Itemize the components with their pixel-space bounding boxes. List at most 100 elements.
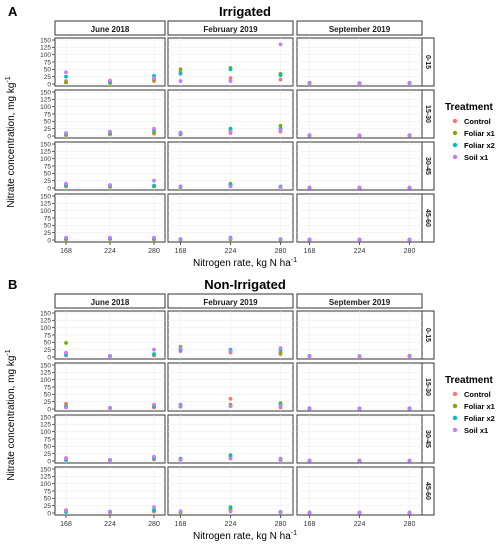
data-point xyxy=(152,347,156,352)
y-tick-label: 0 xyxy=(47,185,51,192)
facet-strip-label: September 2019 xyxy=(329,25,391,34)
data-point xyxy=(108,78,112,83)
legend-label: Foliar x1 xyxy=(464,129,495,138)
data-point xyxy=(228,404,233,408)
legend-label: Soil x1 xyxy=(464,426,488,435)
y-tick-label: 125 xyxy=(40,149,51,156)
data-point xyxy=(108,406,112,411)
legend-label: Control xyxy=(464,390,491,399)
data-point xyxy=(407,133,412,138)
data-point xyxy=(407,237,412,242)
data-point xyxy=(278,350,283,355)
depth-strip-label: 30-45 xyxy=(424,430,431,448)
y-tick-label: 100 xyxy=(40,429,51,436)
y-axis-label: Nitrate concentration, mg kg-1 xyxy=(5,349,17,480)
data-point xyxy=(307,406,312,411)
legend-swatch xyxy=(452,415,458,421)
y-tick-label: 100 xyxy=(40,208,51,215)
data-point xyxy=(64,80,68,85)
data-point xyxy=(64,181,68,186)
y-tick-label: 50 xyxy=(44,119,52,126)
legend-swatch xyxy=(452,130,458,136)
depth-strip-label: 30-45 xyxy=(424,157,431,175)
y-tick-label: 0 xyxy=(47,458,51,465)
x-tick-label: 168 xyxy=(304,248,316,255)
facet-strip-label: September 2019 xyxy=(329,298,391,307)
data-point xyxy=(407,81,412,86)
data-point xyxy=(228,236,233,241)
legend-swatch xyxy=(452,403,458,409)
data-point xyxy=(307,510,312,515)
facet-strip-label: June 2018 xyxy=(91,25,130,34)
x-tick-label: 280 xyxy=(404,248,416,255)
y-tick-label: 100 xyxy=(40,325,51,332)
data-point xyxy=(228,79,233,83)
y-tick-label: 75 xyxy=(44,384,52,391)
data-point xyxy=(228,76,233,81)
y-tick-label: 75 xyxy=(44,59,52,66)
data-point xyxy=(152,235,156,240)
y-tick-label: 150 xyxy=(40,141,51,148)
facet-strip xyxy=(296,293,423,309)
x-tick-label: 168 xyxy=(175,248,187,255)
data-point xyxy=(228,349,233,354)
data-point xyxy=(178,79,183,83)
legend-swatch xyxy=(452,427,458,433)
y-tick-label: 150 xyxy=(40,414,51,421)
y-tick-label: 125 xyxy=(40,45,51,52)
data-point xyxy=(64,508,68,513)
y-tick-label: 0 xyxy=(47,237,51,244)
x-tick-label: 168 xyxy=(60,248,72,255)
y-tick-label: 75 xyxy=(44,111,52,118)
y-tick-label: 75 xyxy=(44,215,52,222)
x-tick-label: 280 xyxy=(148,521,160,528)
y-tick-label: 150 xyxy=(40,37,51,44)
y-tick-label: 50 xyxy=(44,171,52,178)
data-point xyxy=(108,509,112,514)
legend-label: Control xyxy=(464,117,491,126)
data-point xyxy=(307,237,312,242)
data-point xyxy=(407,406,412,411)
data-point xyxy=(357,237,362,242)
y-tick-label: 150 xyxy=(40,362,51,369)
data-point xyxy=(357,81,362,86)
panel-title: Non-Irrigated xyxy=(204,277,286,292)
depth-strip-label: 45-60 xyxy=(424,482,431,500)
y-tick-label: 75 xyxy=(44,488,52,495)
data-point xyxy=(278,510,283,515)
data-point xyxy=(152,76,156,81)
panel-title: Irrigated xyxy=(219,4,271,19)
legend-title: Treatment xyxy=(445,102,493,113)
y-tick-label: 50 xyxy=(44,392,52,399)
facet-strip xyxy=(167,293,294,309)
data-point xyxy=(228,396,233,401)
data-point xyxy=(307,81,312,86)
depth-strip-label: 15-30 xyxy=(424,105,431,123)
legend-label: Soil x1 xyxy=(464,153,488,162)
y-tick-label: 125 xyxy=(40,201,51,208)
x-tick-label: 168 xyxy=(175,521,187,528)
y-tick-label: 75 xyxy=(44,163,52,170)
y-tick-label: 100 xyxy=(40,156,51,163)
facet-strip xyxy=(54,293,166,309)
data-point xyxy=(64,456,68,461)
y-tick-label: 100 xyxy=(40,52,51,59)
facet-strip-label: February 2019 xyxy=(203,25,258,34)
data-point xyxy=(108,458,112,463)
data-point xyxy=(278,185,283,190)
data-point xyxy=(307,354,312,359)
x-tick-label: 280 xyxy=(275,521,287,528)
y-tick-label: 150 xyxy=(40,466,51,473)
data-point xyxy=(64,70,68,75)
y-tick-label: 50 xyxy=(44,67,52,74)
data-point xyxy=(152,508,156,512)
depth-strip-label: 0-15 xyxy=(424,55,431,69)
x-tick-label: 168 xyxy=(60,521,72,528)
y-tick-label: 50 xyxy=(44,444,52,451)
y-tick-label: 25 xyxy=(44,74,52,81)
y-tick-label: 0 xyxy=(47,133,51,140)
data-point xyxy=(178,67,183,72)
data-point xyxy=(357,354,362,359)
y-tick-label: 50 xyxy=(44,223,52,230)
